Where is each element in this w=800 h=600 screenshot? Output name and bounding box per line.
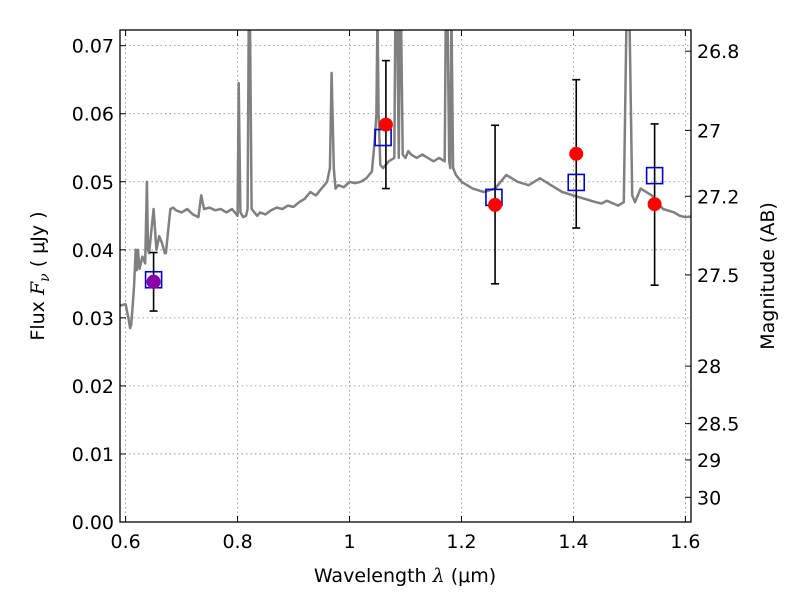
mag-tick-label: 28 xyxy=(697,356,721,378)
x-tick-label: 1.2 xyxy=(446,531,476,553)
mag-tick-label: 29 xyxy=(697,450,721,472)
mag-tick-label: 28.5 xyxy=(697,414,739,436)
y-tick-label: 0.07 xyxy=(72,36,114,58)
mag-tick-label: 27.2 xyxy=(697,186,739,208)
axis-ticks: 0.6 0.8 1 1.2 1.4 1.6 0.00 0.01 0.02 0.03 0.04 0.05… xyxy=(72,30,739,553)
x-tick-label: 1.4 xyxy=(558,531,588,553)
model-band-point xyxy=(645,166,664,185)
x-axis-title: Wavelength λ (μm) xyxy=(314,565,496,587)
plot-frame xyxy=(119,29,692,523)
observed-point xyxy=(569,146,584,161)
y-tick-label: 0.04 xyxy=(72,240,114,262)
mag-tick-label: 27 xyxy=(697,120,721,142)
mag-tick-label: 27.5 xyxy=(697,265,739,287)
y-tick-label: 0.03 xyxy=(72,308,114,330)
model-spectrum-line xyxy=(120,30,691,330)
mag-tick-label: 26.8 xyxy=(697,41,739,63)
x-tick-label: 1 xyxy=(343,531,355,553)
observed-point xyxy=(378,117,393,132)
y-axis-title: Flux Fν ( μJy ) xyxy=(27,211,53,340)
y-tick-label: 0.00 xyxy=(72,512,114,534)
observed-point xyxy=(488,197,503,212)
y-tick-label: 0.05 xyxy=(72,172,114,194)
plot-background xyxy=(120,30,691,522)
model-band-point xyxy=(567,173,586,192)
y2-axis-title: Magnitude (AB) xyxy=(757,202,779,350)
y-tick-label: 0.02 xyxy=(72,376,114,398)
mag-tick-label: 30 xyxy=(697,487,721,509)
y-tick-label: 0.06 xyxy=(72,104,114,126)
overlap-markers xyxy=(146,274,161,289)
x-tick-label: 0.6 xyxy=(110,531,140,553)
observed-point xyxy=(647,197,662,212)
y-tick-label: 0.01 xyxy=(72,444,114,466)
overlap-point xyxy=(146,274,161,289)
x-tick-label: 0.8 xyxy=(222,531,252,553)
x-tick-label: 1.6 xyxy=(670,531,700,553)
